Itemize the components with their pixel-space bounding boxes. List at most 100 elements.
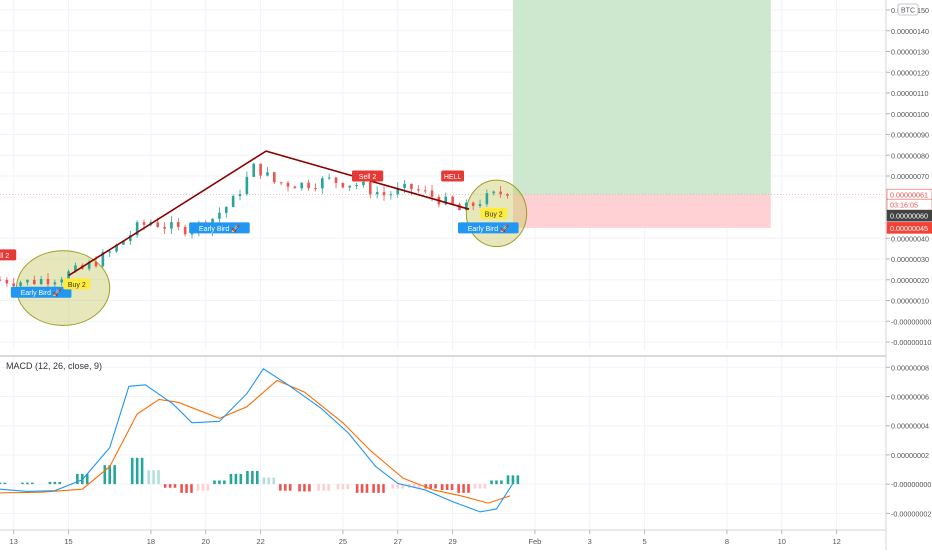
time-tick-label: 5 <box>643 537 647 546</box>
price-tick-label: 0.00000010 <box>891 297 929 306</box>
macd-axis[interactable]: 0.00000008 0.00000006 0.00000004 0.00000002… <box>886 363 931 518</box>
candle-body <box>465 202 468 211</box>
signal-box <box>457 222 519 234</box>
macd-hist-bar <box>283 484 287 491</box>
candle-body <box>478 204 482 206</box>
candle-body <box>396 187 400 195</box>
macd-hist-bar <box>163 484 167 488</box>
loss-zone <box>512 194 771 228</box>
candle-body <box>444 196 448 205</box>
macd-hist-bar <box>317 484 321 491</box>
candle-body <box>471 202 475 206</box>
currency-badge[interactable]: BTC <box>897 3 919 16</box>
signal-text: Early Bird 🚀 <box>199 224 240 233</box>
macd-hist-bar <box>372 484 375 493</box>
macd-hist-bar <box>308 484 311 492</box>
candle-body <box>273 172 276 183</box>
macd-hist-bar <box>346 484 350 490</box>
macd-hist-bar <box>445 484 449 490</box>
macd-tick-label: 0.00000002 <box>891 451 929 460</box>
signal-box <box>441 170 465 182</box>
signal-text: Early Bird 🚀 <box>21 288 62 297</box>
candle-body <box>60 279 64 283</box>
macd-hist-bar <box>130 457 134 485</box>
signal-early: Early Bird 🚀 <box>457 222 519 234</box>
macd-hist-bar <box>223 480 226 485</box>
time-axis[interactable]: 13 15 18 20 22 25 27 29 Feb 3 5 8 10 12 <box>10 530 841 546</box>
price-tick-label: 0.00000020 <box>891 276 929 285</box>
macd-hist-bar <box>396 484 400 489</box>
candle-body <box>225 206 228 213</box>
candle-body <box>307 182 310 189</box>
candle-body <box>410 183 413 190</box>
candle-body <box>74 265 77 272</box>
macd-hist-bar <box>478 484 482 489</box>
price-tick-label: 0.00000090 <box>891 131 929 140</box>
price-tick-label: 0.00000120 <box>891 68 929 77</box>
candle-body <box>266 172 269 176</box>
macd-hist-bar <box>391 484 395 489</box>
macd-hist-bar <box>401 484 404 489</box>
candle-body <box>451 196 454 205</box>
macd-hist-bar <box>473 484 477 489</box>
signal-box <box>351 170 384 182</box>
macd-hist-bar <box>213 480 216 485</box>
candle-body <box>170 222 173 229</box>
macd-tick-label: 0.00000008 <box>891 363 929 372</box>
macd-hist-bar <box>288 484 292 491</box>
macd-hist-bar <box>490 480 493 485</box>
candle-body <box>314 188 317 190</box>
candle-body <box>101 252 105 267</box>
macd-line <box>0 368 514 513</box>
macd-hist-bar <box>108 465 112 485</box>
macd-hist-bar <box>272 477 276 485</box>
candle-body <box>128 235 132 241</box>
signal-sell: HELL <box>441 170 465 182</box>
signal-box <box>0 249 17 261</box>
candle-body <box>115 244 118 252</box>
signal-box <box>63 278 91 290</box>
macd-hist-bar <box>135 457 139 485</box>
macd-hist-bar <box>173 484 177 488</box>
stop-price-tag-label: 0.00000045 <box>890 224 928 233</box>
candle-body <box>108 251 112 253</box>
macd-hist-bar <box>336 484 340 490</box>
macd-hist-bar <box>21 482 24 485</box>
candle-body <box>293 186 297 189</box>
price-tick-label: -0.00000000 <box>891 317 931 326</box>
macd-hist-bar <box>462 484 465 493</box>
macd-hist-bar <box>234 473 238 485</box>
macd-hist-bar <box>85 473 89 485</box>
time-tick-label: 25 <box>339 537 347 546</box>
macd-hist-bar <box>147 470 150 485</box>
signal-sell: Sell 2 <box>351 170 384 182</box>
candle-body <box>341 182 345 188</box>
price-tick-label: 0.00000110 <box>891 89 928 98</box>
signal-text: Early Bird 🚀 <box>468 224 509 233</box>
macd-hist-bar <box>31 482 34 485</box>
trend-lines[interactable] <box>68 150 470 277</box>
candle-body <box>176 222 180 227</box>
current-price-tag-label: 0.00000060 <box>890 212 928 221</box>
macd-hist-bar <box>322 484 325 491</box>
macd-hist-bar <box>483 484 487 489</box>
macd-hist-bar <box>279 484 282 491</box>
candle-body <box>355 185 358 187</box>
trend-line[interactable] <box>68 150 470 277</box>
macd-hist-bar <box>412 484 416 488</box>
macd-hist-bar <box>467 484 470 493</box>
macd-hist-bar <box>303 484 306 492</box>
macd-hist-bar <box>218 480 221 485</box>
candle-body <box>12 283 16 287</box>
candle-body <box>279 182 283 184</box>
time-tick-label: 13 <box>10 537 18 546</box>
price-tick-label: 0.00000140 <box>891 27 929 36</box>
price-axis[interactable]: 0.000001500.000001400.000001300.00000120… <box>886 6 931 347</box>
candle-body <box>485 193 489 205</box>
macd-hist-bar <box>434 484 437 489</box>
candle-body <box>286 182 290 187</box>
time-tick-label: 22 <box>256 537 264 546</box>
time-tick-label: 3 <box>588 537 592 546</box>
